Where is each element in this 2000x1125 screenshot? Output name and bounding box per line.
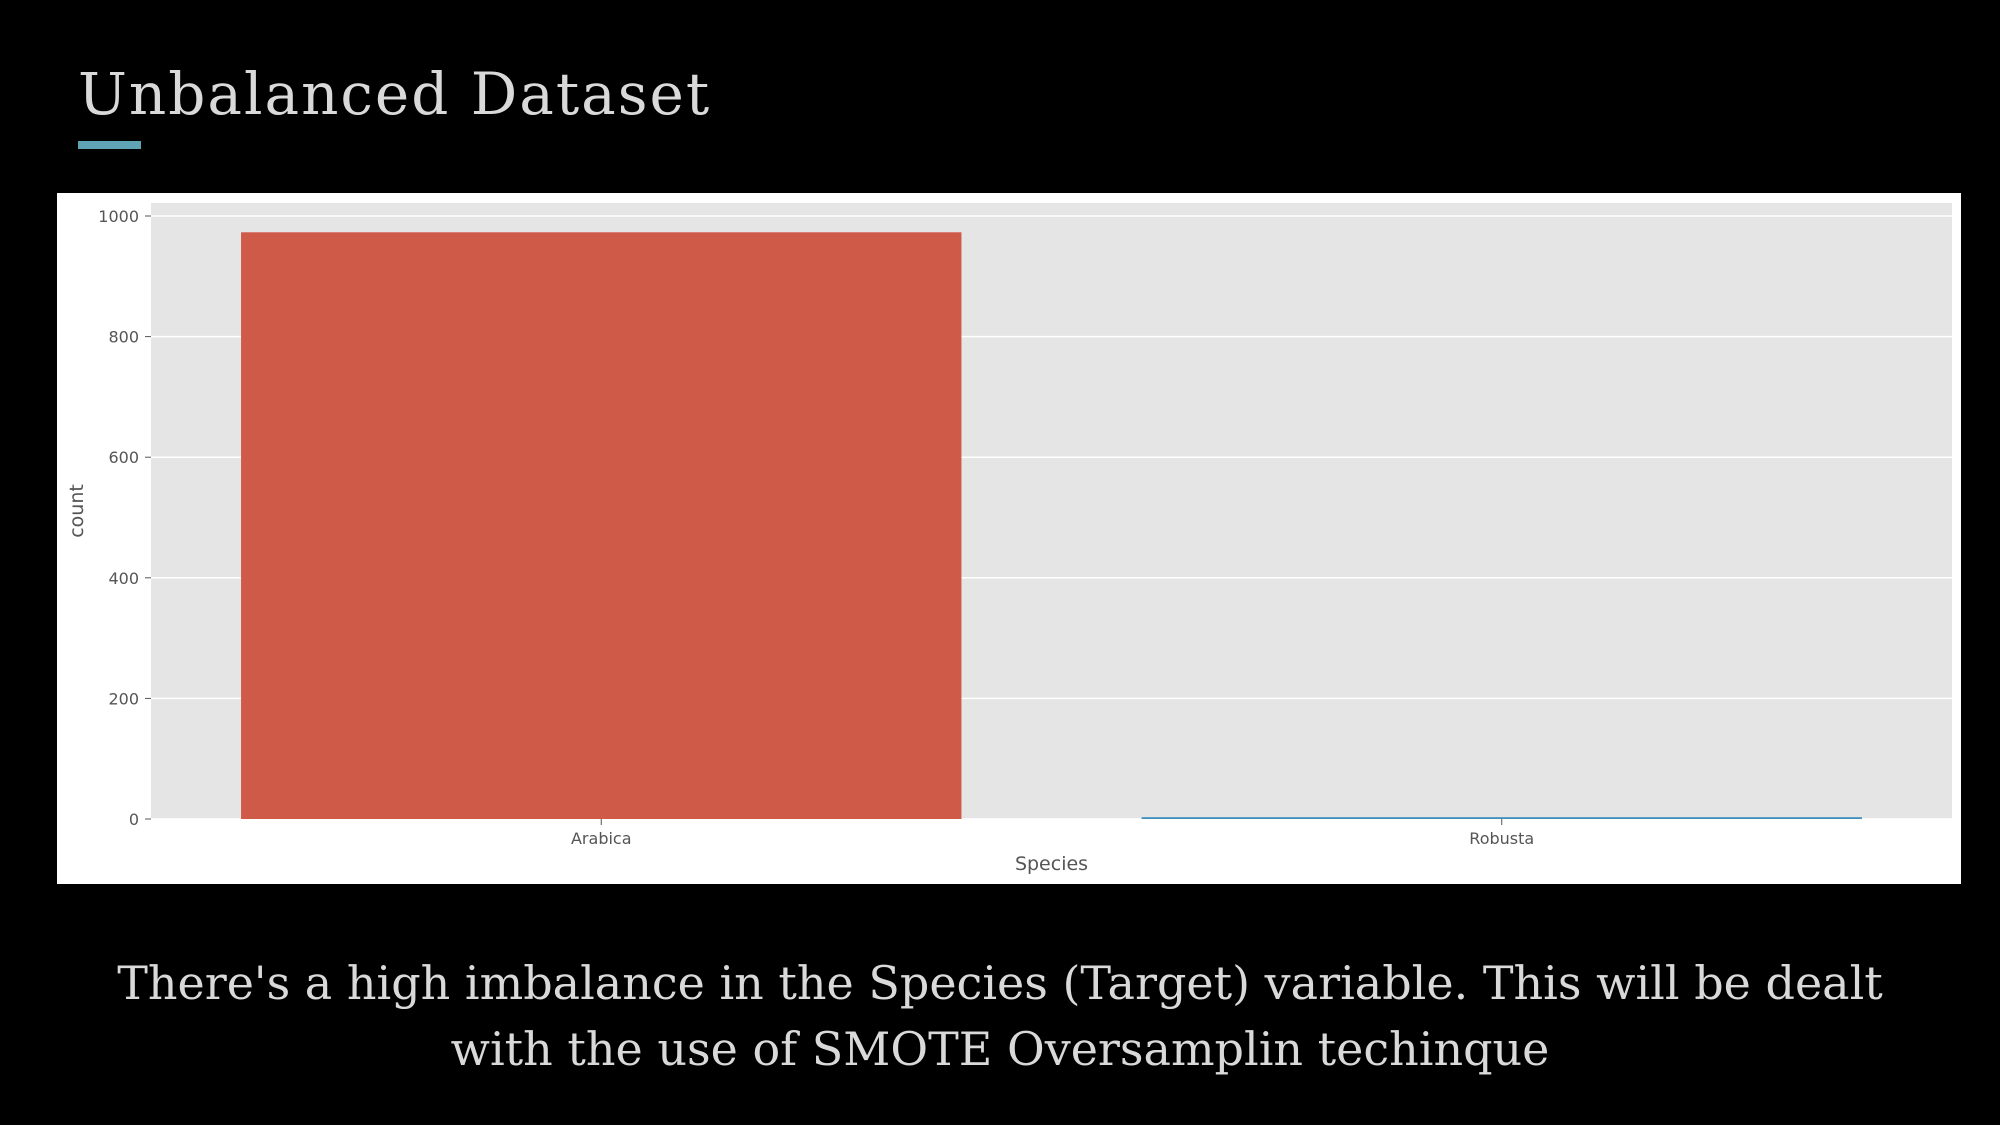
x-axis-ticks: Arabica Robusta [571,819,1534,848]
x-tick-label: Robusta [1469,829,1534,848]
y-tick-label: 0 [129,810,139,829]
x-axis-label: Species [1015,853,1088,875]
bar-chart: 0 200 400 600 800 1000 Arabica Robusta Species… [57,193,1961,884]
x-tick-label: Arabica [571,829,632,848]
bars [241,232,1862,819]
y-tick-label: 800 [108,328,139,347]
bar-arabica [241,232,962,819]
y-tick-label: 400 [108,569,139,588]
y-axis-ticks: 0 200 400 600 800 1000 [98,207,151,829]
bar-chart-svg: 0 200 400 600 800 1000 Arabica Robusta Species… [66,203,1952,875]
y-tick-label: 200 [108,689,139,708]
bar-robusta [1141,817,1862,819]
y-axis-label: count [66,484,88,538]
slide-caption: There's a high imbalance in the Species … [117,956,1883,1076]
y-tick-label: 600 [108,448,139,467]
y-tick-label: 1000 [98,207,139,226]
title-accent-bar [78,141,141,149]
slide-title: Unbalanced Dataset [78,60,712,128]
